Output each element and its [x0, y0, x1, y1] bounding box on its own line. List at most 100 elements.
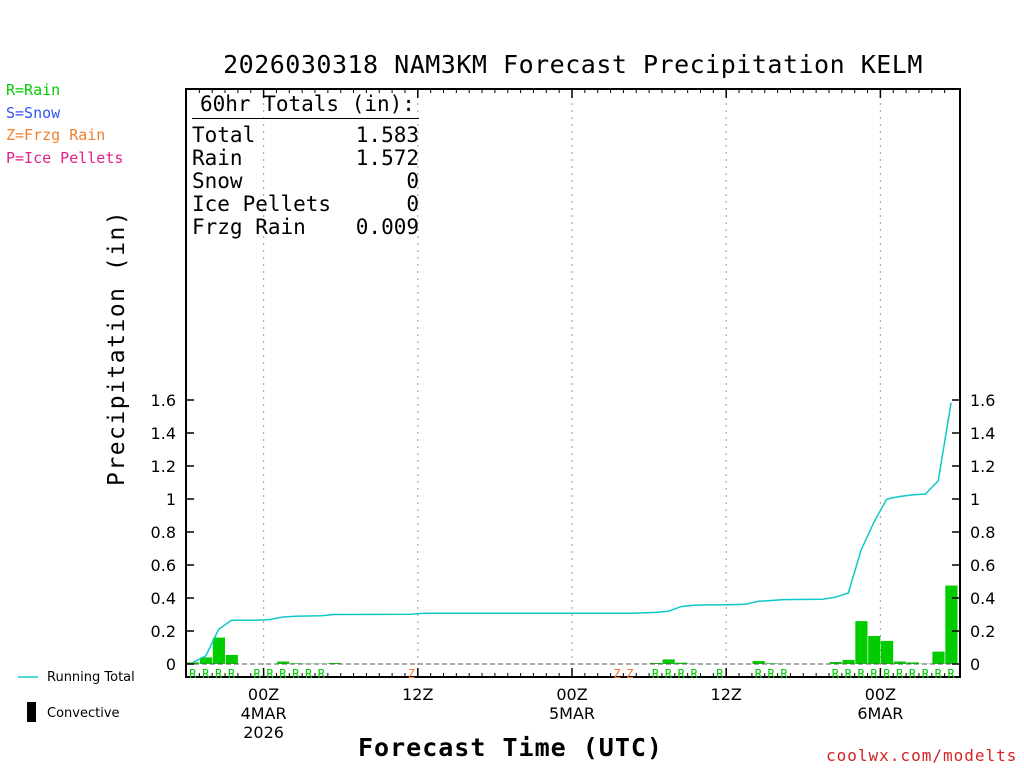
- ptype-marker: R: [909, 667, 917, 681]
- ptype-marker: R: [665, 667, 673, 681]
- x-axis-label: Forecast Time (UTC): [358, 733, 663, 762]
- ptype-marker: R: [883, 667, 891, 681]
- totals-title: 60hr Totals (in):: [200, 92, 415, 116]
- precip-bar: [277, 661, 290, 664]
- totals-value-total: 1.583: [355, 123, 419, 147]
- chart-title: 2026030318 NAM3KM Forecast Precipitation…: [223, 50, 923, 79]
- legend-convective: Convective: [47, 706, 120, 721]
- ptype-marker: R: [202, 667, 210, 681]
- legend-rain: R=Rain: [6, 81, 61, 99]
- x-tick-label: 2026: [243, 723, 284, 742]
- x-tick-label: 12Z: [711, 685, 742, 704]
- ptype-marker: R: [845, 667, 853, 681]
- y-tick-label-right: 0.8: [970, 523, 995, 542]
- totals-value-snow: 0: [406, 169, 419, 193]
- x-tick-label: 5MAR: [549, 704, 595, 723]
- y-tick-label-left: 1: [166, 490, 176, 509]
- y-tick-label-left: 0: [166, 655, 176, 674]
- y-axis-label: Precipitation (in): [104, 209, 130, 486]
- precip-bar: [855, 621, 868, 664]
- y-tick-label-right: 1: [970, 490, 980, 509]
- x-tick-label: 4MAR: [241, 704, 287, 723]
- y-tick-label-right: 0: [970, 655, 980, 674]
- x-tick-label: 00Z: [556, 685, 587, 704]
- legend-running-total: Running Total: [47, 670, 135, 685]
- precip-bar: [752, 661, 765, 664]
- precip-bar: [212, 637, 225, 664]
- y-tick-label-left: 0.2: [151, 622, 176, 641]
- ptype-marker: R: [254, 667, 262, 681]
- precip-bar: [932, 651, 945, 664]
- ptype-marker: R: [266, 667, 274, 681]
- ptype-marker: R: [189, 667, 197, 681]
- precip-bar: [200, 657, 213, 664]
- precip-bar: [225, 654, 238, 664]
- y-tick-label-right: 1.2: [970, 457, 995, 476]
- y-tick-label-right: 1.6: [970, 391, 995, 410]
- y-tick-label-right: 1.4: [970, 424, 995, 443]
- totals-label-snow: Snow: [192, 169, 243, 193]
- y-tick-label-left: 1.2: [151, 457, 176, 476]
- x-tick-label: 00Z: [248, 685, 279, 704]
- ptype-marker: R: [305, 667, 313, 681]
- totals-value-frzg-rain: 0.009: [355, 215, 419, 239]
- totals-label-rain: Rain: [192, 146, 243, 170]
- x-tick-label: 00Z: [865, 685, 896, 704]
- precip-bar: [662, 659, 675, 664]
- legend-snow: S=Snow: [6, 104, 61, 122]
- ptype-marker: R: [768, 667, 776, 681]
- totals-value-ice-pellets: 0: [406, 192, 419, 216]
- y-tick-label-left: 1.4: [151, 424, 176, 443]
- y-tick-label-right: 0.4: [970, 589, 995, 608]
- ptype-marker: Z: [613, 667, 620, 681]
- y-tick-label-right: 0.2: [970, 622, 995, 641]
- ptype-marker: R: [870, 667, 878, 681]
- convective-legend-swatch: [27, 702, 36, 722]
- totals-underline: [192, 118, 419, 119]
- y-tick-label-left: 0.8: [151, 523, 176, 542]
- precip-bar: [289, 663, 303, 664]
- totals-label-total: Total: [192, 123, 256, 147]
- totals-label-ice-pellets: Ice Pellets: [192, 192, 332, 216]
- totals-label-frzg-rain: Frzg Rain: [192, 215, 306, 239]
- y-tick-label-left: 0.4: [151, 589, 176, 608]
- ptype-marker: R: [292, 667, 300, 681]
- ptype-marker: R: [652, 667, 660, 681]
- legend-frzg-rain: Z=Frzg Rain: [6, 126, 106, 144]
- ptype-marker: R: [279, 667, 287, 681]
- ptype-marker: R: [858, 667, 866, 681]
- x-tick-label: 12Z: [402, 685, 433, 704]
- running-total-line: [192, 402, 952, 664]
- legend-ice-pellets: P=Ice Pellets: [6, 149, 124, 167]
- ptype-marker: R: [690, 667, 698, 681]
- precip-bar: [649, 663, 662, 664]
- ptype-marker: R: [716, 667, 724, 681]
- precip-bar: [906, 662, 919, 665]
- precip-bar: [945, 585, 958, 664]
- precip-bar: [675, 662, 688, 664]
- ptype-marker: Z: [408, 667, 415, 681]
- ptype-marker: R: [896, 667, 904, 681]
- ptype-marker: R: [935, 667, 943, 681]
- ptype-marker: R: [780, 667, 788, 681]
- precip-bar: [868, 636, 881, 665]
- precip-bar: [893, 661, 907, 664]
- precip-bar: [842, 659, 855, 664]
- credit-text: coolwx.com/modelts: [826, 746, 1018, 765]
- precip-bar: [829, 662, 842, 664]
- ptype-marker: R: [228, 667, 236, 681]
- x-tick-label: 6MAR: [857, 704, 903, 723]
- y-tick-label-left: 1.6: [151, 391, 176, 410]
- ptype-marker: R: [678, 667, 686, 681]
- ptype-marker: R: [318, 667, 326, 681]
- ptype-marker: Z: [626, 667, 633, 681]
- precip-bar: [881, 640, 894, 664]
- y-tick-label-right: 0.6: [970, 556, 995, 575]
- ptype-marker: R: [215, 667, 223, 681]
- ptype-marker: R: [947, 667, 955, 681]
- plot-frame: [185, 88, 961, 678]
- totals-value-rain: 1.572: [355, 146, 419, 170]
- ptype-marker: R: [832, 667, 840, 681]
- y-tick-label-left: 0.6: [151, 556, 176, 575]
